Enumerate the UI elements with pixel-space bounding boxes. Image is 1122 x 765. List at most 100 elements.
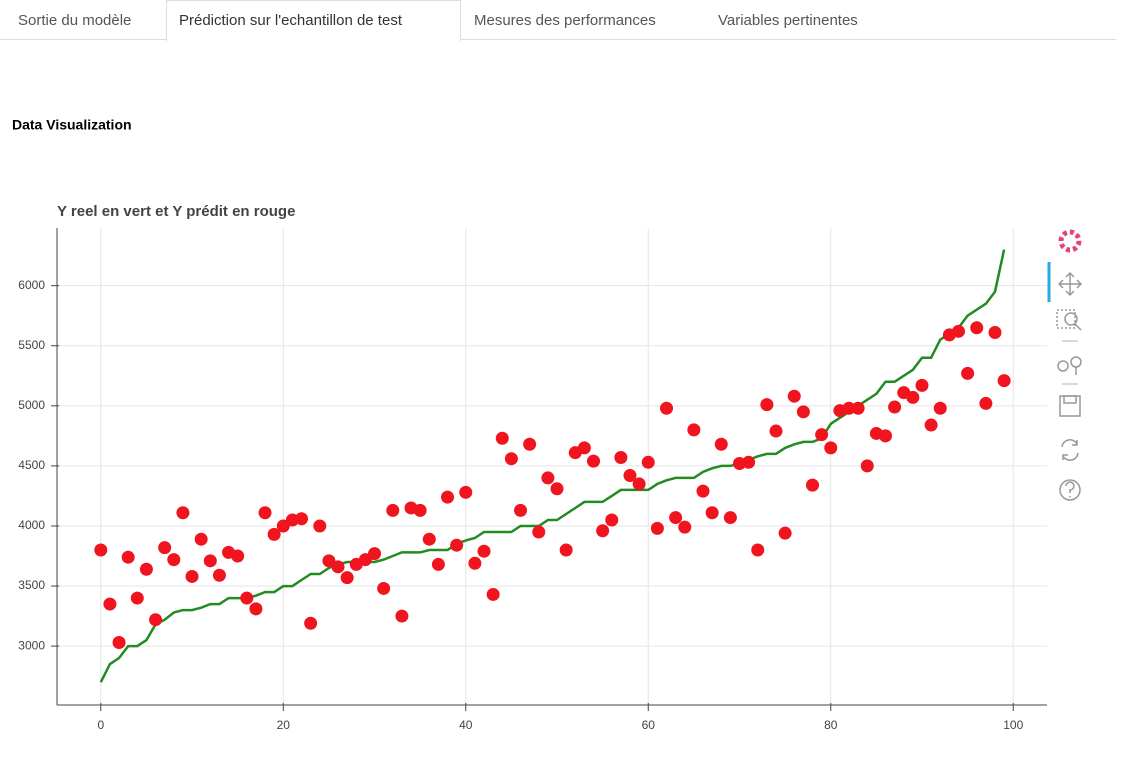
scatter-point <box>806 478 820 492</box>
heading: Data Visualization <box>12 117 132 133</box>
scatter-point <box>313 519 327 533</box>
scatter-point <box>304 616 318 630</box>
save-tool[interactable] <box>1059 395 1081 417</box>
y-tick-label: 3000 <box>18 638 45 652</box>
scatter-point <box>523 437 537 451</box>
y-tick-label: 3500 <box>18 578 45 592</box>
scatter-point <box>650 521 664 535</box>
scatter-point <box>961 366 975 380</box>
tab[interactable]: Mesures des performances <box>474 12 656 29</box>
scatter-point <box>212 568 226 582</box>
pan-tool[interactable] <box>1057 271 1083 297</box>
scatter-point <box>130 591 144 605</box>
scatter-point <box>778 526 792 540</box>
scatter-point <box>623 469 637 483</box>
box-zoom-tool[interactable] <box>1056 309 1082 331</box>
scatter-point <box>596 524 610 538</box>
scatter-point <box>459 485 473 499</box>
scatter-point <box>796 405 810 419</box>
scatter-point <box>742 455 756 469</box>
scatter-point <box>669 511 683 525</box>
scatter-point <box>468 556 482 570</box>
scatter-point <box>194 532 208 546</box>
scatter-point <box>486 587 500 601</box>
scatter-point <box>495 431 509 445</box>
scatter-point <box>924 418 938 432</box>
scatter-point <box>705 506 719 520</box>
scatter-point <box>267 527 281 541</box>
scatter-point <box>158 541 172 555</box>
scatter-point <box>139 562 153 576</box>
scatter-point <box>951 324 965 338</box>
scatter-point <box>167 553 181 567</box>
scatter-point <box>714 437 728 451</box>
scatter-point <box>413 503 427 517</box>
scatter-point <box>641 455 655 469</box>
x-tick-label: 60 <box>642 718 656 732</box>
scatter-point <box>614 450 628 464</box>
scatter-point <box>203 554 217 568</box>
scatter-point <box>477 544 491 558</box>
scatter-point <box>577 441 591 455</box>
scatter-point <box>121 550 135 564</box>
scatter-point <box>240 591 254 605</box>
scatter-point <box>878 429 892 443</box>
tab[interactable]: Sortie du modèle <box>18 12 131 29</box>
wheel-zoom-tool[interactable] <box>1057 356 1082 375</box>
scatter-point <box>441 490 455 504</box>
scatter-point <box>860 459 874 473</box>
scatter-point <box>842 401 856 415</box>
scatter-point <box>431 557 445 571</box>
chart-title: Y reel en vert et Y prédit en rouge <box>57 203 295 220</box>
y-tick-label: 4500 <box>18 458 45 472</box>
scatter-point <box>149 613 163 627</box>
reset-tool[interactable] <box>1061 439 1079 461</box>
scatter-point <box>988 326 1002 340</box>
bokeh-logo[interactable] <box>1058 229 1082 253</box>
scatter-point <box>979 396 993 410</box>
scatter-point <box>559 543 573 557</box>
x-tick-label: 100 <box>1003 718 1023 732</box>
scatter-point <box>450 538 464 552</box>
scatter-point <box>787 389 801 403</box>
scatter-point <box>605 513 619 527</box>
scatter-point <box>377 581 391 595</box>
scatter-point <box>295 512 309 526</box>
scatter-point <box>587 454 601 468</box>
scatter-point <box>815 428 829 442</box>
scatter-point <box>997 374 1011 388</box>
tab[interactable]: Variables pertinentes <box>718 12 858 29</box>
x-tick-label: 0 <box>97 718 104 732</box>
tab[interactable]: Prédiction sur l'echantillon de test <box>179 12 403 29</box>
scatter-point <box>249 602 263 616</box>
plot: 3000 3500 4000 4500 5000 5500 6000 0 20 40 60 80 100 <box>18 228 1047 732</box>
scatter-point <box>769 424 783 438</box>
scatter-point <box>504 452 518 466</box>
toolbar <box>1047 229 1083 501</box>
scatter-point <box>103 597 117 611</box>
scatter-point <box>368 547 382 561</box>
scatter-point <box>532 525 546 539</box>
scatter-point <box>395 609 409 623</box>
y-tick-label: 6000 <box>18 278 45 292</box>
scatter-point <box>696 484 710 498</box>
scatter-point <box>231 549 245 563</box>
scatter-point <box>541 471 555 485</box>
scatter-point <box>760 398 774 412</box>
x-tick-label: 40 <box>459 718 473 732</box>
y-tick-label: 5000 <box>18 398 45 412</box>
scatter-point <box>94 543 108 557</box>
scatter-point <box>258 506 272 520</box>
help-tool[interactable] <box>1059 479 1081 501</box>
scatter-point <box>970 321 984 335</box>
y-tick-label: 4000 <box>18 518 45 532</box>
scatter-point <box>514 503 528 517</box>
scatter-point <box>386 503 400 517</box>
scatter-point <box>678 520 692 534</box>
x-tick-label: 80 <box>824 718 838 732</box>
scatter-point <box>185 569 199 583</box>
scatter-point <box>660 401 674 415</box>
scatter-point <box>824 441 838 455</box>
scatter-point <box>751 543 765 557</box>
